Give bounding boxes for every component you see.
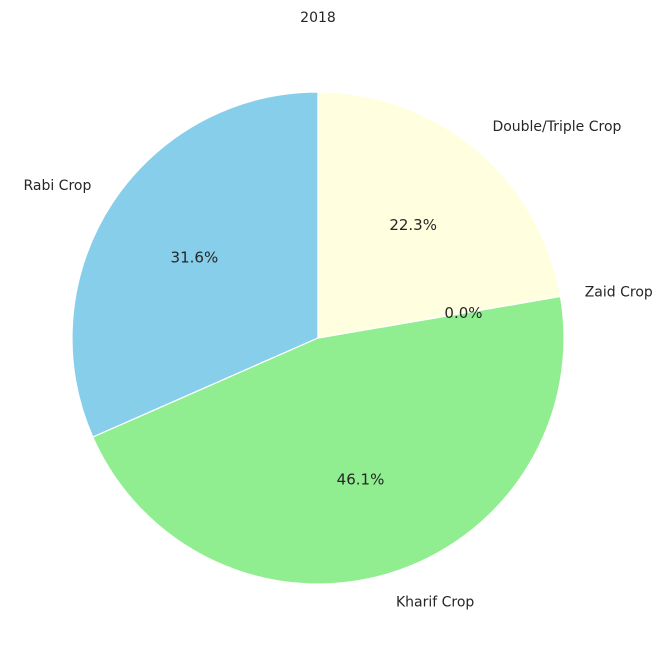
slice-label-double-triple-crop: Double/Triple Crop xyxy=(492,119,621,135)
pie-slice-double-triple-crop xyxy=(317,91,562,339)
slice-percent-double-triple-crop: 22.3% xyxy=(389,216,437,234)
slice-label-rabi-crop: Rabi Crop xyxy=(23,178,91,194)
slice-percent-zaid-crop: 0.0% xyxy=(444,304,482,322)
slice-label-zaid-crop: Zaid Crop xyxy=(585,284,653,300)
pie-slices xyxy=(71,91,565,585)
slice-label-kharif-crop: Kharif Crop xyxy=(396,595,474,611)
slice-percent-kharif-crop: 46.1% xyxy=(337,470,385,488)
slice-percent-rabi-crop: 31.6% xyxy=(171,248,219,266)
pie-slice-kharif-crop xyxy=(92,295,565,585)
chart-title: 2018 xyxy=(300,10,336,26)
pie-slice-rabi-crop xyxy=(71,91,319,438)
pie-labels: Rabi Crop 31.6% Kharif Crop 46.1% Zaid Crop 0… xyxy=(23,119,652,611)
